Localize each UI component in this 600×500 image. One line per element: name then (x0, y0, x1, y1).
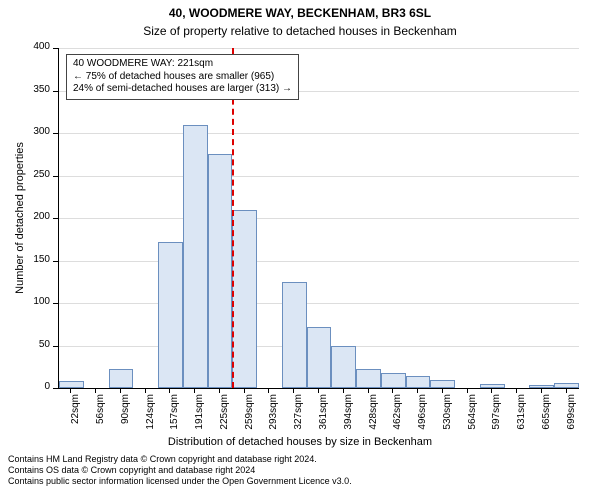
gridline (59, 133, 579, 134)
histogram-bar (282, 282, 307, 388)
histogram-bar (59, 381, 84, 388)
gridline (59, 218, 579, 219)
histogram-bar (232, 210, 257, 389)
histogram-bar (307, 327, 332, 388)
annotation-line: ← 75% of detached houses are smaller (96… (73, 71, 292, 84)
histogram-bar (381, 373, 406, 388)
gridline (59, 261, 579, 262)
histogram-bar (356, 369, 381, 388)
footer: Contains HM Land Registry data © Crown c… (0, 454, 600, 486)
histogram-bar (554, 383, 579, 388)
histogram-bar (331, 346, 356, 389)
histogram-bar (183, 125, 208, 389)
footer-line: Contains HM Land Registry data © Crown c… (0, 454, 600, 465)
histogram-bar (208, 154, 233, 388)
footer-line: Contains public sector information licen… (0, 476, 600, 487)
gridline (59, 48, 579, 49)
chart-title-line2: Size of property relative to detached ho… (0, 24, 600, 38)
x-axis-label: Distribution of detached houses by size … (0, 436, 600, 448)
annotation-box: 40 WOODMERE WAY: 221sqm ← 75% of detache… (66, 54, 299, 100)
annotation-line: 40 WOODMERE WAY: 221sqm (73, 58, 292, 71)
histogram-bar (406, 376, 431, 388)
gridline (59, 176, 579, 177)
histogram-bar (430, 380, 455, 389)
y-axis-label: Number of detached properties (14, 142, 26, 294)
chart-title-line1: 40, WOODMERE WAY, BECKENHAM, BR3 6SL (0, 6, 600, 20)
annotation-line: 24% of semi-detached houses are larger (… (73, 83, 292, 96)
histogram-bar (158, 242, 183, 388)
gridline (59, 303, 579, 304)
histogram-bar (529, 385, 554, 388)
histogram-bar (109, 369, 134, 388)
footer-line: Contains OS data © Crown copyright and d… (0, 465, 600, 476)
